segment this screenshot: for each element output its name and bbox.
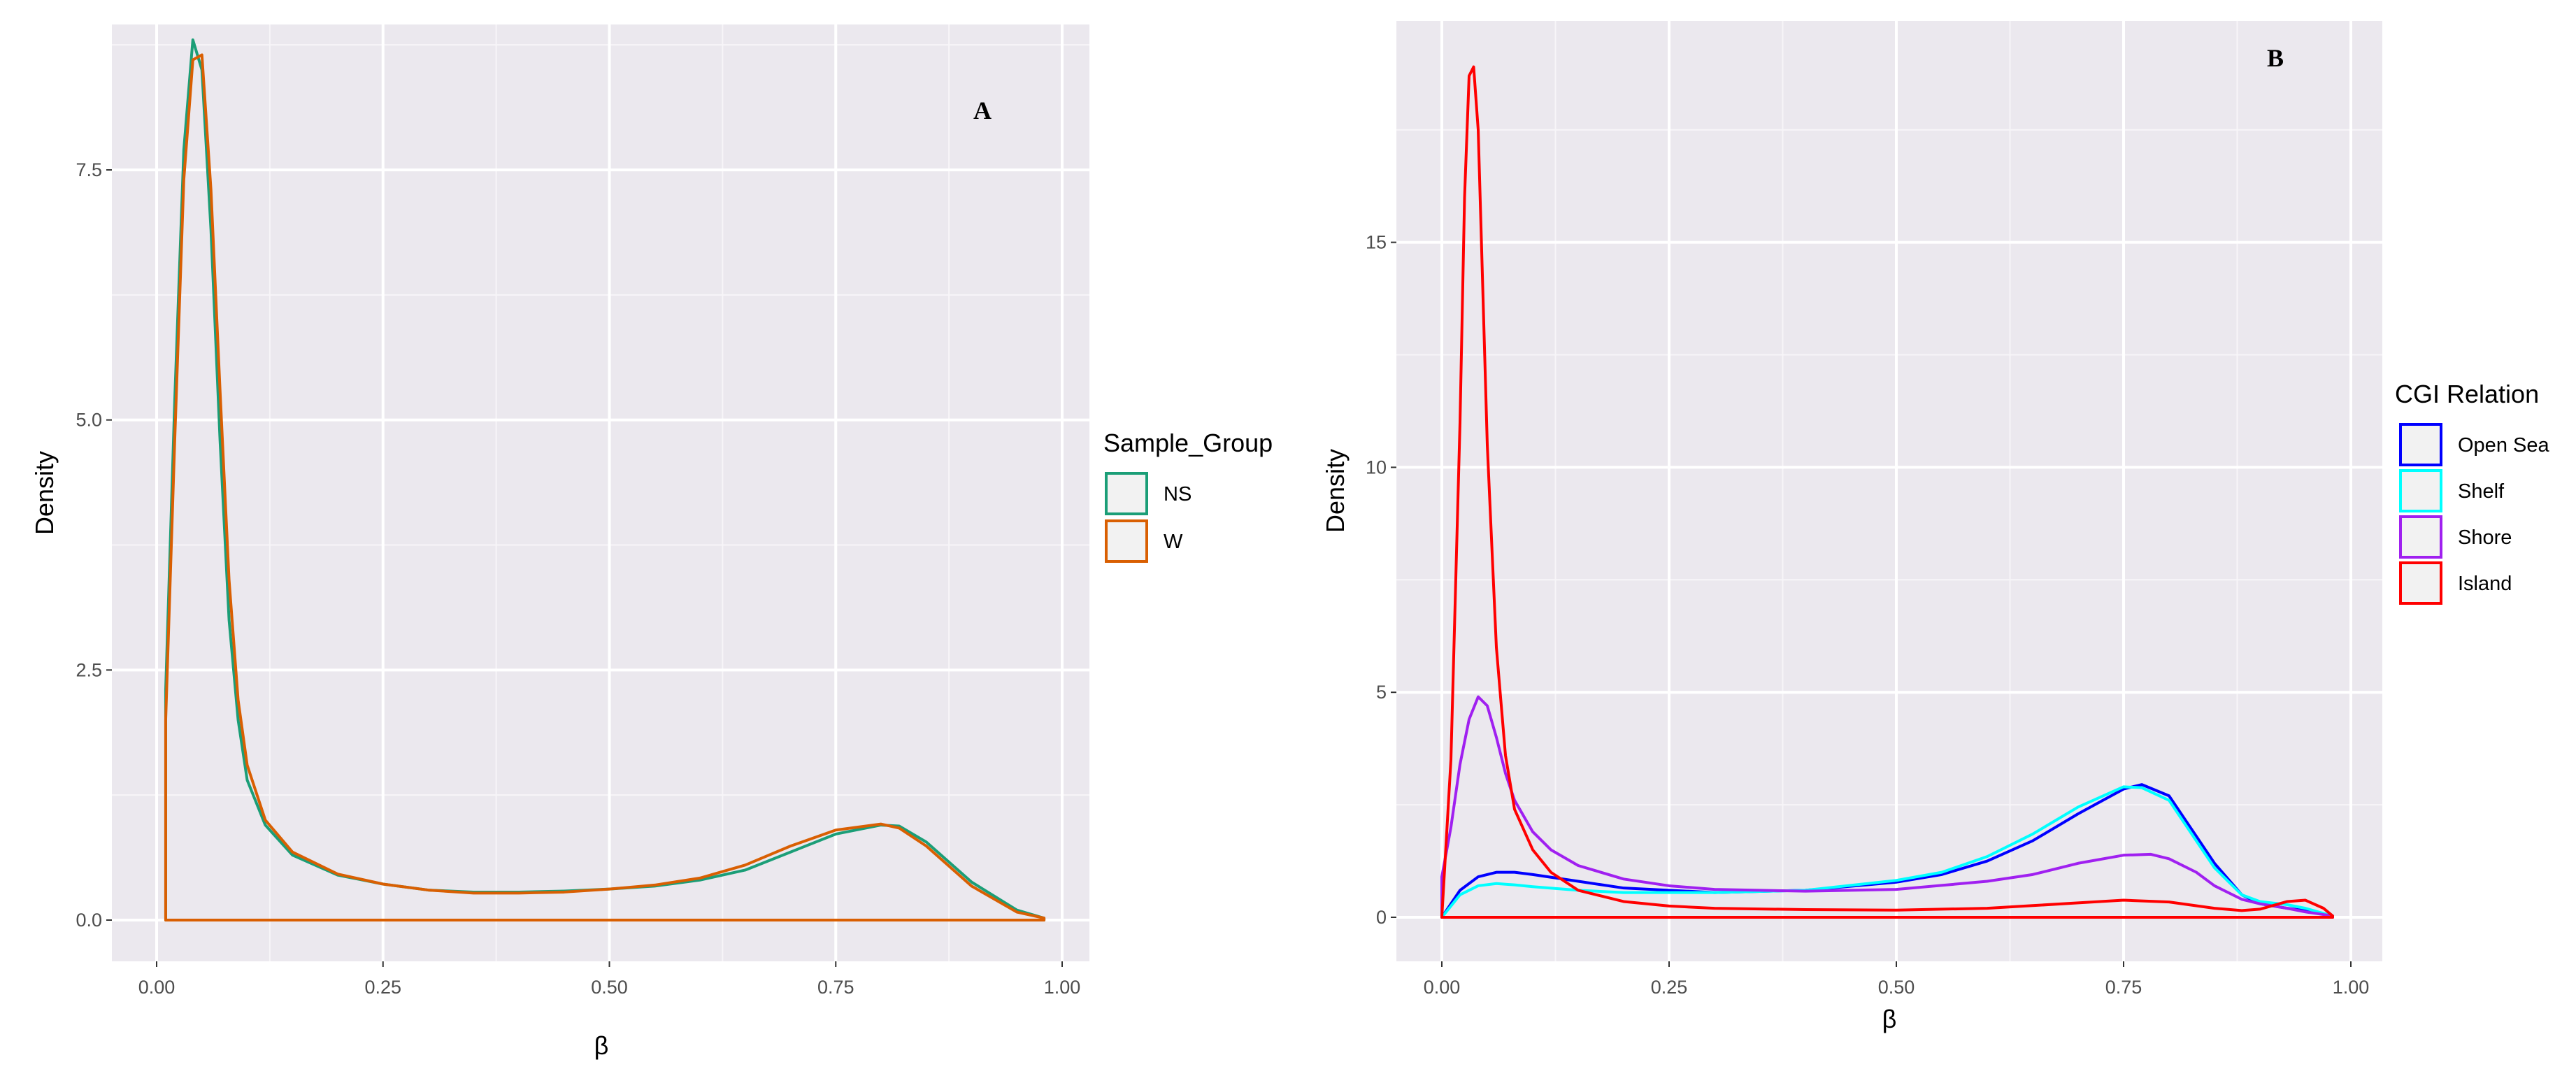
panel-b-label: B bbox=[2267, 44, 2284, 72]
legend-a-key-w bbox=[1105, 519, 1148, 563]
plot-b-y-axis-title: Density bbox=[1321, 449, 1350, 533]
x-tick-label: 1.00 bbox=[2333, 977, 2370, 998]
plot-b-legend: CGI Relation Open Sea Shelf Shore Island bbox=[2395, 380, 2549, 605]
legend-b-title: CGI Relation bbox=[2395, 380, 2539, 408]
plot-b-x-axis-title: β bbox=[1882, 1005, 1897, 1033]
y-tick-label: 7.5 bbox=[76, 159, 102, 180]
y-tick-label: 5 bbox=[1376, 682, 1387, 703]
legend-b-key-shore bbox=[2399, 515, 2442, 559]
legend-a-title: Sample_Group bbox=[1103, 429, 1273, 457]
legend-b-label-shore: Shore bbox=[2458, 526, 2512, 549]
series-island-line bbox=[1440, 65, 2334, 919]
plot-a-x-axis-title: β bbox=[594, 1031, 609, 1060]
x-tick-label: 0.75 bbox=[2105, 977, 2142, 998]
x-tick-label: 0.75 bbox=[817, 977, 854, 998]
panel-a-label: A bbox=[973, 96, 992, 124]
legend-b-key-shelf bbox=[2399, 469, 2442, 512]
x-tick-label: 0.50 bbox=[1878, 977, 1915, 998]
plot-b-series bbox=[1440, 65, 2334, 919]
plot-a-ticks: 0.00 0.25 0.50 0.75 1.00 0.0 2.5 5.0 7.5 bbox=[76, 159, 1080, 998]
plot-a-background bbox=[112, 24, 1089, 961]
x-tick-label: 0.25 bbox=[364, 977, 401, 998]
x-tick-label: 1.00 bbox=[1044, 977, 1081, 998]
y-tick-label: 5.0 bbox=[76, 410, 102, 431]
panel-a: 0.00 0.25 0.50 0.75 1.00 0.0 2.5 5.0 7.5 A β Den… bbox=[30, 24, 1273, 1060]
legend-b-key-open-sea bbox=[2399, 423, 2442, 466]
y-tick-label: 0.0 bbox=[76, 910, 102, 931]
series-w-line bbox=[164, 53, 1046, 921]
y-tick-label: 15 bbox=[1366, 232, 1387, 253]
legend-b-label-island: Island bbox=[2458, 573, 2512, 595]
x-tick-label: 0.25 bbox=[1651, 977, 1688, 998]
plot-b-background bbox=[1396, 21, 2382, 961]
legend-a-label-w: W bbox=[1164, 531, 1183, 553]
x-tick-label: 0.00 bbox=[138, 977, 176, 998]
plot-a-legend: Sample_Group NS W bbox=[1103, 429, 1273, 563]
x-tick-label: 0.50 bbox=[591, 977, 628, 998]
legend-a-label-ns: NS bbox=[1164, 483, 1192, 505]
panel-b: 0.00 0.25 0.50 0.75 1.00 0 5 10 15 B β Density C… bbox=[1321, 21, 2549, 1033]
plot-a-y-axis-title: Density bbox=[30, 451, 59, 535]
series-shore-line bbox=[1440, 695, 2334, 919]
y-tick-label: 10 bbox=[1366, 457, 1387, 478]
legend-b-key-island bbox=[2399, 561, 2442, 605]
legend-a-key-ns bbox=[1105, 472, 1148, 515]
legend-b-label-shelf: Shelf bbox=[2458, 480, 2505, 503]
y-tick-label: 2.5 bbox=[76, 659, 102, 680]
plot-a-series bbox=[164, 38, 1046, 921]
plot-b-ticks: 0.00 0.25 0.50 0.75 1.00 0 5 10 15 bbox=[1366, 232, 2369, 998]
x-tick-label: 0.00 bbox=[1424, 977, 1461, 998]
legend-b-label-open-sea: Open Sea bbox=[2458, 434, 2549, 457]
y-tick-label: 0 bbox=[1376, 907, 1387, 928]
